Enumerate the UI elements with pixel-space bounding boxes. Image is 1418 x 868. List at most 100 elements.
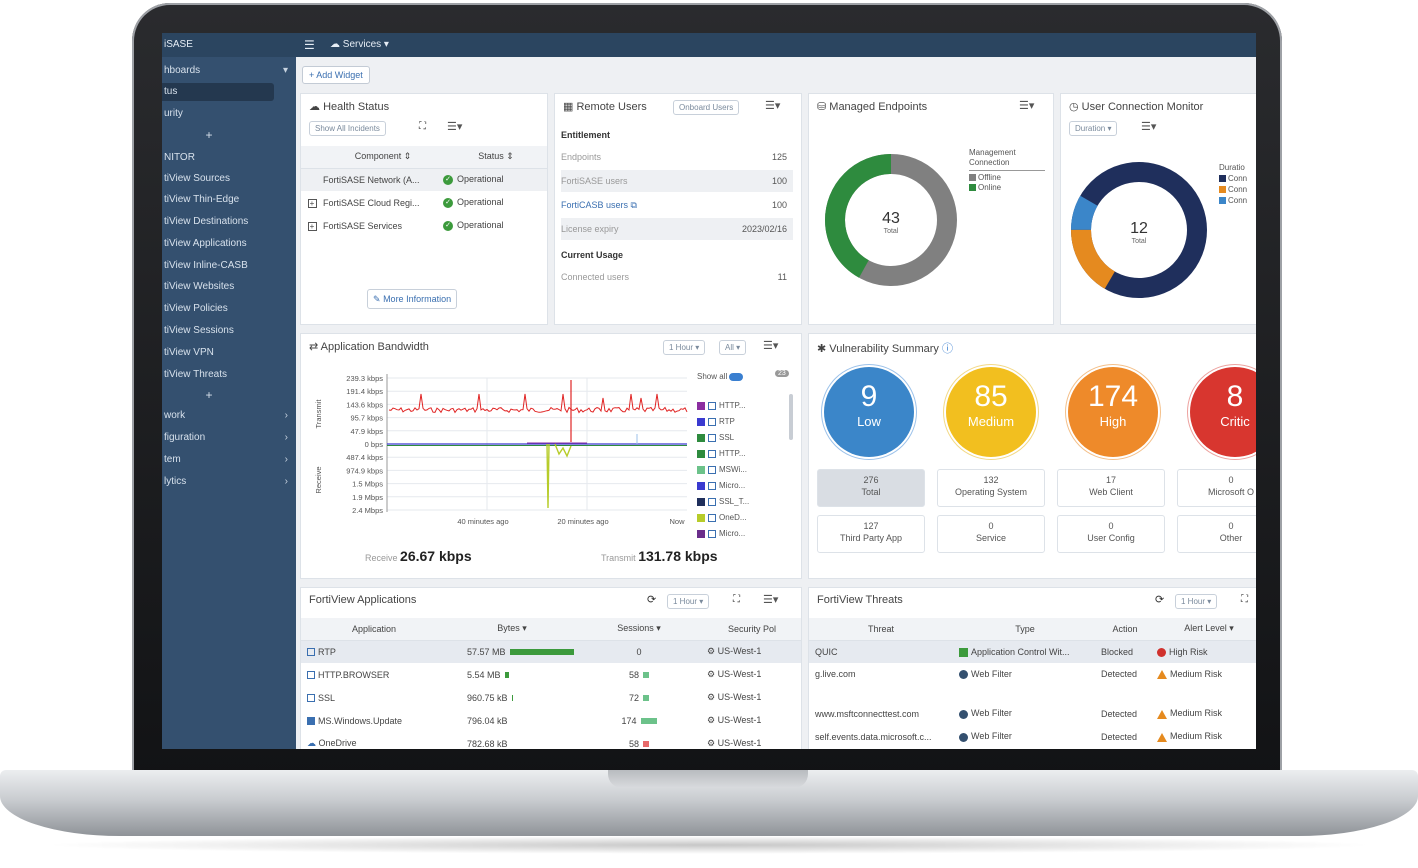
vuln-userconfig-box[interactable]: 0 User Config [1057, 515, 1165, 553]
time-range-dropdown[interactable]: 1 Hour ▾ [1175, 594, 1218, 609]
sidebar-item-inline-casb[interactable]: tiView Inline-CASB [162, 257, 296, 275]
color-checkbox-icon[interactable] [697, 465, 705, 474]
add-monitor-icon[interactable]: + [205, 388, 213, 402]
expand-icon[interactable]: ⛶ [419, 121, 426, 132]
duration-dropdown[interactable]: Duration ▾ [1069, 121, 1118, 136]
sidebar-item-applications[interactable]: tiView Applications [162, 235, 296, 253]
table-row[interactable]: FortiSASE Network (A... ✓ Operational [301, 168, 547, 191]
sidebar-item-vpn[interactable]: tiView VPN [162, 344, 296, 362]
sidebar-item-sessions[interactable]: tiView Sessions [162, 322, 296, 340]
legend-scrollbar[interactable] [789, 394, 793, 440]
expand-row-icon[interactable]: + [301, 191, 323, 214]
legend-item[interactable]: Conn [1219, 173, 1247, 184]
legend-item[interactable]: SSL [697, 430, 734, 446]
sidebar-item-security[interactable]: urity [162, 105, 296, 123]
column-threat[interactable]: Threat [809, 618, 953, 641]
show-all-incidents-button[interactable]: Show All Incidents [309, 121, 386, 136]
info-icon[interactable]: ⓘ [941, 343, 953, 355]
vuln-total-box[interactable]: 276 Total [817, 469, 925, 507]
column-status[interactable]: Status ⇕ [443, 146, 547, 169]
show-all-toggle[interactable]: Show all [697, 372, 744, 381]
vuln-os-box[interactable]: 132 Operating System [937, 469, 1045, 507]
color-checkbox-icon[interactable] [697, 481, 705, 490]
forticasb-link[interactable]: FortiCASB users ⧉ [561, 200, 637, 210]
expand-row-icon[interactable]: + [301, 214, 323, 237]
widget-menu-icon[interactable]: ☰▾ [763, 340, 779, 352]
column-alert-level[interactable]: Alert Level ▾ [1153, 618, 1256, 641]
sidebar-item-network[interactable]: work › [162, 407, 296, 425]
sidebar-item-sources[interactable]: tiView Sources [162, 170, 296, 188]
filter-dropdown[interactable]: All ▾ [719, 340, 747, 355]
color-checkbox-icon[interactable] [697, 513, 705, 522]
color-checkbox-icon[interactable] [697, 417, 705, 426]
sidebar-item-threats[interactable]: tiView Threats [162, 366, 296, 384]
legend-item[interactable]: Conn [1219, 184, 1247, 195]
table-row[interactable]: www.msftconnecttest.com Web Filter Detec… [809, 702, 1256, 725]
color-checkbox-icon[interactable] [697, 433, 705, 442]
legend-item[interactable]: Micro... [697, 526, 745, 542]
expand-icon[interactable]: ⛶ [1241, 594, 1248, 605]
sidebar-item-websites[interactable]: tiView Websites [162, 278, 296, 296]
sidebar-item-system[interactable]: tem › [162, 451, 296, 469]
donut-segment-2[interactable] [1071, 162, 1207, 298]
services-dropdown[interactable]: ☁ Services ▾ [330, 39, 389, 50]
more-information-button[interactable]: ✎ More Information [367, 289, 458, 309]
table-row[interactable]: HTTP.BROWSER 5.54 MB 58 ⚙ US-West-1 [301, 663, 801, 686]
widget-menu-icon[interactable]: ☰▾ [1019, 100, 1035, 112]
color-checkbox-icon[interactable] [697, 449, 705, 458]
column-sessions[interactable]: Sessions ▾ [577, 618, 701, 641]
sidebar-item-policies[interactable]: tiView Policies [162, 300, 296, 318]
vuln-microsoft-box[interactable]: 0 Microsoft O [1177, 469, 1256, 507]
vuln-service-box[interactable]: 0 Service [937, 515, 1045, 553]
legend-item[interactable]: MSWi... [697, 462, 747, 478]
sidebar-item-thin-edge[interactable]: tiView Thin-Edge [162, 191, 296, 209]
vuln-critical-circle[interactable]: 8 Critic [1190, 367, 1256, 457]
time-range-dropdown[interactable]: 1 Hour ▾ [663, 340, 706, 355]
expand-icon[interactable]: ⛶ [733, 594, 740, 605]
table-row[interactable]: RTP 57.57 MB 0 ⚙ US-West-1 [301, 640, 801, 663]
vuln-high-circle[interactable]: 174 High [1068, 367, 1158, 457]
table-row[interactable]: g.live.com Web Filter Detected Medium Ri… [809, 663, 1256, 702]
table-row[interactable]: + FortiSASE Services ✓ Operational [301, 214, 547, 237]
table-row[interactable]: self.events.data.microsoft.c... Web Filt… [809, 725, 1256, 748]
vuln-medium-circle[interactable]: 85 Medium [946, 367, 1036, 457]
legend-item[interactable]: HTTP... [697, 398, 746, 414]
widget-menu-icon[interactable]: ☰▾ [763, 594, 779, 606]
table-row[interactable]: + FortiSASE Cloud Regi... ✓ Operational [301, 191, 547, 214]
time-range-dropdown[interactable]: 1 Hour ▾ [667, 594, 710, 609]
legend-item[interactable]: RTP [697, 414, 735, 430]
widget-menu-icon[interactable]: ☰▾ [447, 121, 463, 133]
vuln-thirdparty-box[interactable]: 127 Third Party App [817, 515, 925, 553]
donut-online-segment[interactable] [825, 154, 957, 286]
add-widget-button[interactable]: + Add Widget [302, 66, 370, 84]
sidebar-item-analytics[interactable]: lytics › [162, 473, 296, 491]
sidebar-item-status[interactable]: tus [162, 83, 274, 101]
table-row[interactable]: MS.Windows.Update 796.04 kB 174 ⚙ US-Wes… [301, 709, 801, 732]
refresh-icon[interactable]: ⟳ [647, 594, 657, 606]
legend-item[interactable]: Micro... [697, 478, 745, 494]
menu-icon[interactable]: ☰ [304, 38, 315, 52]
vuln-webclient-box[interactable]: 17 Web Client [1057, 469, 1165, 507]
color-checkbox-icon[interactable] [697, 497, 705, 506]
legend-item-offline[interactable]: Offline [969, 173, 1045, 183]
legend-item-online[interactable]: Online [969, 183, 1045, 193]
legend-item[interactable]: HTTP... [697, 446, 746, 462]
legend-item[interactable]: OneD... [697, 510, 747, 526]
column-security-policy[interactable]: Security Pol [701, 618, 801, 641]
table-row[interactable]: ☁ OneDrive 782.68 kB 58 ⚙ US-West-1 [301, 732, 801, 749]
color-checkbox-icon[interactable] [697, 401, 705, 410]
sidebar-item-configuration[interactable]: figuration › [162, 429, 296, 447]
vuln-other-box[interactable]: 0 Other [1177, 515, 1256, 553]
column-type[interactable]: Type [953, 618, 1097, 641]
legend-item[interactable]: SSL_T... [697, 494, 749, 510]
vuln-low-circle[interactable]: 9 Low [824, 367, 914, 457]
column-bytes[interactable]: Bytes ▾ [447, 618, 577, 641]
sidebar-item-dashboards[interactable]: hboards ▾ [162, 62, 296, 80]
legend-item[interactable]: Conn [1219, 195, 1247, 206]
color-checkbox-icon[interactable] [697, 529, 705, 538]
column-application[interactable]: Application [301, 618, 447, 641]
refresh-icon[interactable]: ⟳ [1155, 594, 1165, 606]
sidebar-item-destinations[interactable]: tiView Destinations [162, 213, 296, 231]
widget-menu-icon[interactable]: ☰▾ [1141, 121, 1157, 133]
widget-menu-icon[interactable]: ☰▾ [765, 100, 781, 112]
